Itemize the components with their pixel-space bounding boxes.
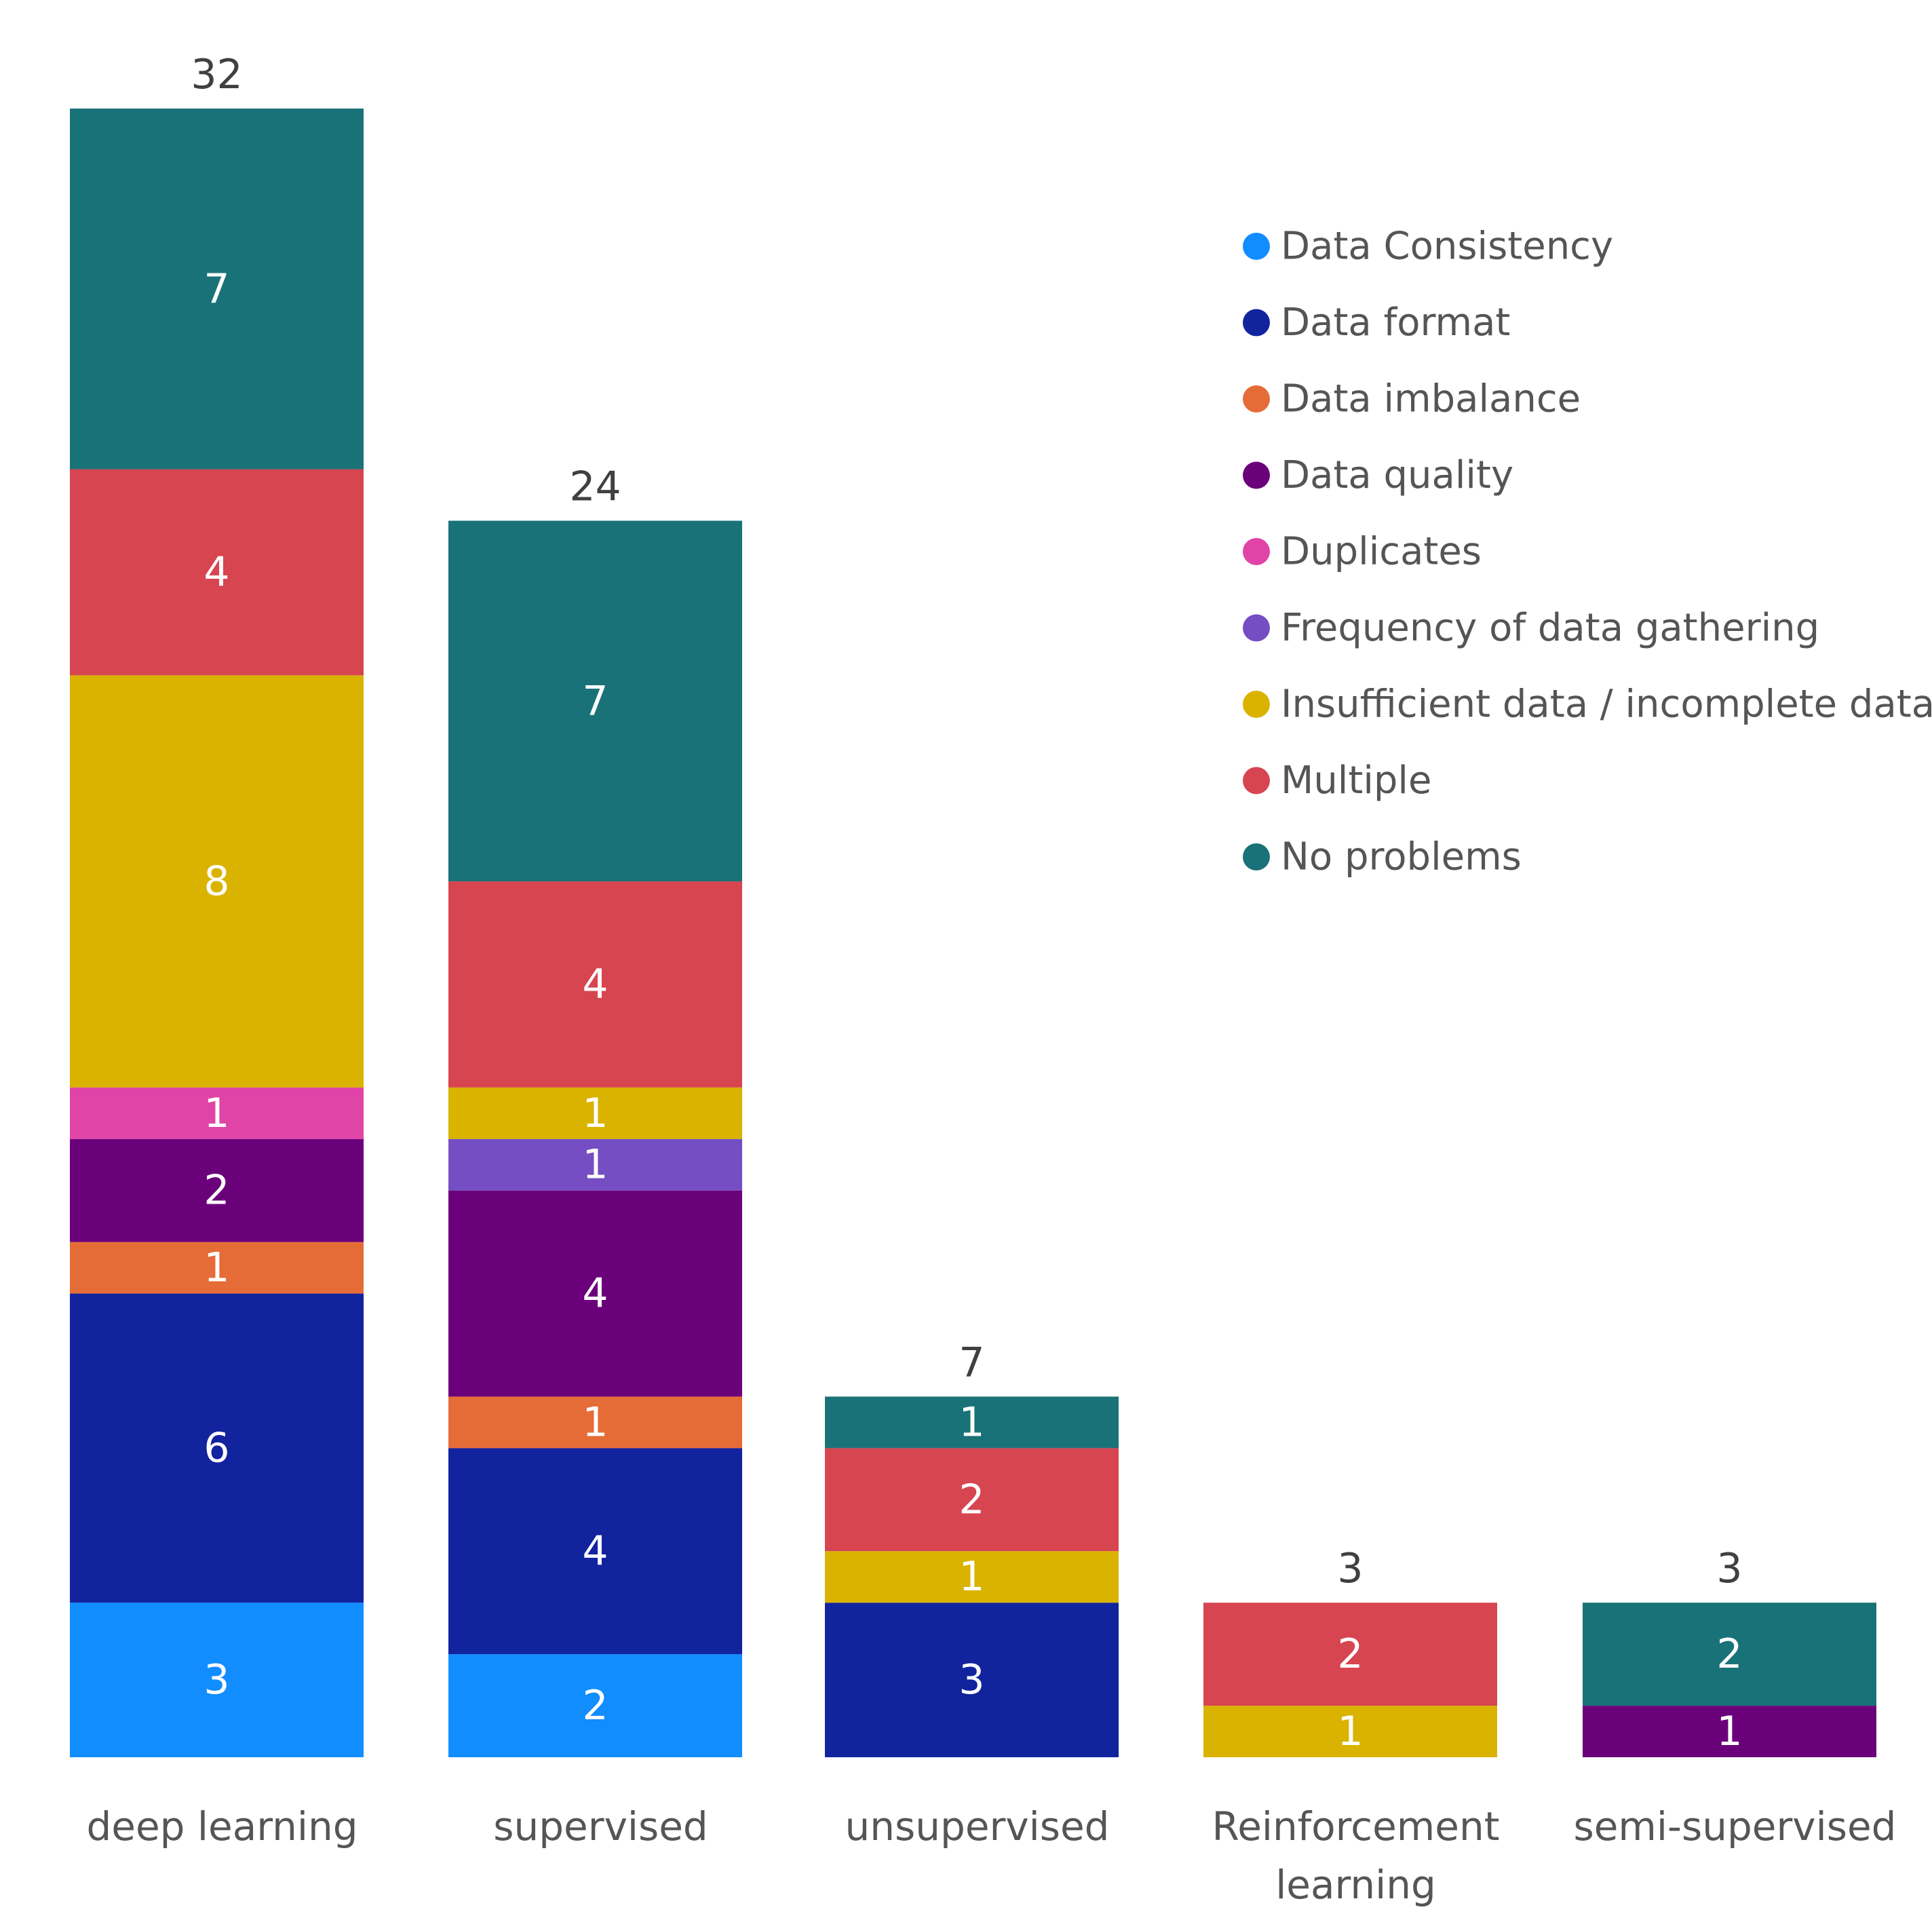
legend-item-data-consistency[interactable]: Data Consistency [1243,225,1613,269]
total-label-unsupervised: 7 [959,1339,984,1386]
bar-segment-deep-learning-multiple[interactable] [70,469,364,676]
data-label-deep-learning-multiple: 4 [204,548,229,596]
legend-item-data-format[interactable]: Data format [1243,301,1510,345]
x-tick-label-deep-learning: deep learning [86,1803,358,1850]
data-label-semi-supervised-data-quality: 1 [1716,1708,1742,1755]
data-label-supervised-multiple: 4 [582,961,608,1008]
bar-segment-supervised-data-format[interactable] [448,1448,742,1655]
bar-segment-semi-supervised-data-quality[interactable] [1583,1706,1876,1757]
data-label-supervised-no-problems: 7 [582,677,608,725]
data-label-reinforcement-learning-insufficient-data-incomplete-data: 1 [1337,1708,1363,1755]
bar-segment-deep-learning-duplicates[interactable] [70,1087,364,1139]
total-label-semi-supervised: 3 [1716,1545,1742,1592]
bar-segment-reinforcement-learning-insufficient-data-incomplete-data[interactable] [1203,1706,1497,1757]
data-label-unsupervised-data-format: 3 [959,1656,984,1704]
x-tick-label-supervised: supervised [493,1803,708,1850]
bar-segment-supervised-data-consistency[interactable] [448,1654,742,1757]
legend-label-multiple: Multiple [1281,759,1431,803]
bar-segment-unsupervised-insufficient-data-incomplete-data[interactable] [825,1551,1119,1603]
x-tick-label-reinforcement-learning-line-2: learning [1275,1862,1436,1908]
legend-marker-no-problems [1243,843,1270,870]
x-tick-label-reinforcement-learning-line-1: Reinforcement [1212,1803,1500,1850]
data-label-deep-learning-data-quality: 2 [204,1167,229,1214]
data-label-deep-learning-duplicates: 1 [204,1090,229,1137]
legend-item-insufficient-data-incomplete-data[interactable]: Insufficient data / incomplete data [1243,683,1932,727]
total-label-deep-learning: 32 [191,51,242,98]
bar-segment-deep-learning-data-consistency[interactable] [70,1603,364,1757]
bar-segment-deep-learning-data-format[interactable] [70,1293,364,1603]
data-label-unsupervised-no-problems: 1 [959,1398,984,1446]
bar-segment-supervised-frequency-of-data-gathering[interactable] [448,1138,742,1191]
data-label-unsupervised-insufficient-data-incomplete-data: 1 [959,1553,984,1601]
x-tick-label-semi-supervised: semi-supervised [1574,1803,1897,1850]
data-label-supervised-data-format: 4 [582,1527,608,1575]
data-label-semi-supervised-no-problems: 2 [1716,1630,1742,1678]
legend-item-multiple[interactable]: Multiple [1243,759,1431,803]
legend-item-data-quality[interactable]: Data quality [1243,453,1513,497]
bar-segment-deep-learning-no-problems[interactable] [70,109,364,470]
data-label-supervised-data-imbalance: 1 [582,1398,608,1446]
legend-label-data-consistency: Data Consistency [1281,225,1613,269]
total-label-reinforcement-learning: 3 [1337,1545,1363,1592]
legend-label-duplicates: Duplicates [1281,530,1482,574]
legend-marker-data-quality [1243,461,1270,489]
x-tick-label-unsupervised: unsupervised [845,1803,1110,1850]
bar-segment-supervised-no-problems[interactable] [448,520,742,882]
bar-segment-supervised-data-quality[interactable] [448,1190,742,1397]
legend-marker-insufficient-data-incomplete-data [1243,691,1270,718]
bar-segment-unsupervised-multiple[interactable] [825,1448,1119,1552]
data-label-reinforcement-learning-multiple: 2 [1337,1630,1363,1678]
legend-label-data-format: Data format [1281,301,1510,345]
data-label-supervised-frequency-of-data-gathering: 1 [582,1141,608,1189]
data-label-supervised-data-quality: 4 [582,1270,608,1318]
legend-marker-data-format [1243,309,1270,337]
bar-segment-supervised-data-imbalance[interactable] [448,1396,742,1449]
total-label-supervised: 24 [569,463,621,511]
legend-marker-data-consistency [1243,233,1270,260]
legend-marker-multiple [1243,767,1270,794]
data-label-deep-learning-insufficient-data-incomplete-data: 8 [204,858,229,905]
data-label-deep-learning-data-imbalance: 1 [204,1244,229,1292]
bar-segment-deep-learning-insufficient-data-incomplete-data[interactable] [70,675,364,1088]
legend: Data Consistency Data format Data imbalanc… [1243,225,1932,879]
legend-label-frequency-of-data-gathering: Frequency of data gathering [1281,606,1819,650]
legend-label-insufficient-data-incomplete-data: Insufficient data / incomplete data [1281,683,1932,727]
bar-segment-deep-learning-data-quality[interactable] [70,1138,364,1242]
legend-label-data-imbalance: Data imbalance [1281,377,1581,421]
data-label-supervised-insufficient-data-incomplete-data: 1 [582,1090,608,1137]
data-label-unsupervised-multiple: 2 [959,1476,984,1523]
legend-marker-data-imbalance [1243,385,1270,413]
data-label-supervised-data-consistency: 2 [582,1682,608,1729]
data-label-deep-learning-no-problems: 7 [204,265,229,313]
bar-segment-deep-learning-data-imbalance[interactable] [70,1242,364,1294]
bar-segment-supervised-multiple[interactable] [448,881,742,1088]
data-label-deep-learning-data-format: 6 [204,1424,229,1472]
legend-label-data-quality: Data quality [1281,453,1513,497]
bar-segment-semi-supervised-no-problems[interactable] [1583,1603,1876,1706]
legend-marker-frequency-of-data-gathering [1243,614,1270,642]
legend-item-frequency-of-data-gathering[interactable]: Frequency of data gathering [1243,606,1819,650]
data-label-deep-learning-data-consistency: 3 [204,1656,229,1704]
legend-marker-duplicates [1243,538,1270,565]
bar-segment-unsupervised-data-format[interactable] [825,1603,1119,1757]
bar-segment-reinforcement-learning-multiple[interactable] [1203,1603,1497,1706]
legend-label-no-problems: No problems [1281,835,1522,879]
bar-segment-unsupervised-no-problems[interactable] [825,1396,1119,1449]
legend-item-data-imbalance[interactable]: Data imbalance [1243,377,1581,421]
legend-item-no-problems[interactable]: No problems [1243,835,1522,879]
bar-segment-supervised-insufficient-data-incomplete-data[interactable] [448,1087,742,1139]
legend-item-duplicates[interactable]: Duplicates [1243,530,1482,574]
